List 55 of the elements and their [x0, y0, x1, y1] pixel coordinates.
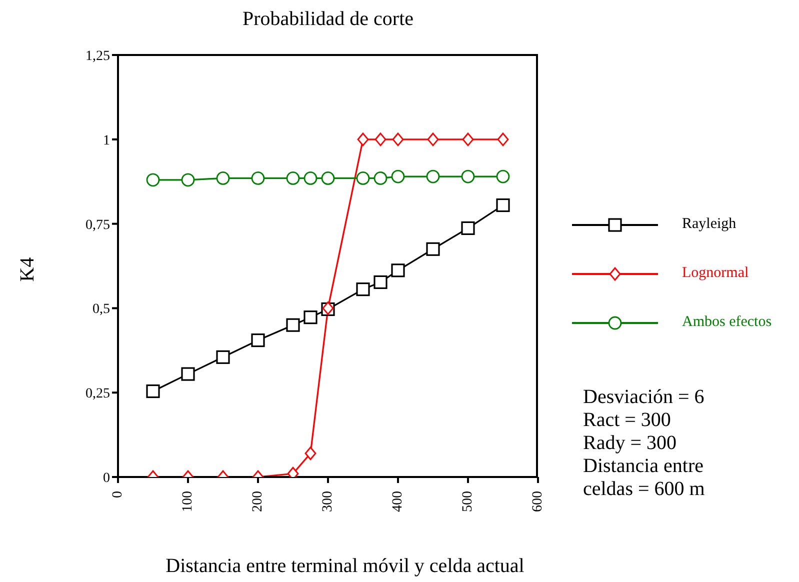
chart-title: Probabilidad de corte — [241, 8, 415, 31]
y-tick-label: 0,25 — [86, 386, 110, 402]
text: Rayleigh — [682, 216, 736, 233]
text: Ract = 300 — [583, 409, 672, 432]
point — [356, 282, 370, 296]
point — [461, 221, 475, 235]
point — [461, 170, 475, 184]
point — [216, 172, 230, 185]
x-tick-label: 200 — [250, 491, 266, 512]
point — [286, 318, 300, 332]
point — [216, 350, 230, 364]
point — [462, 132, 474, 146]
x-tick-label: 400 — [390, 491, 406, 512]
point — [251, 333, 265, 348]
x-tick-label: 100 — [180, 491, 196, 512]
x-tick-label: 600 — [530, 491, 546, 512]
point — [497, 132, 509, 146]
x-tick-label: 0 — [110, 491, 126, 498]
point — [304, 310, 318, 324]
point — [146, 173, 160, 187]
point — [426, 242, 440, 256]
text: Desviación = 6 — [583, 386, 706, 409]
point — [181, 367, 195, 381]
point — [286, 172, 300, 185]
point — [391, 264, 405, 278]
text: Distancia entre celdas = 600 m — [583, 455, 706, 501]
point — [181, 173, 195, 187]
point — [392, 132, 404, 146]
y-tick-label: 1,25 — [86, 48, 110, 64]
point — [321, 172, 335, 185]
text: Rady = 300 — [583, 432, 678, 455]
point — [427, 132, 439, 146]
point — [357, 132, 369, 146]
x-tick-label: 300 — [320, 491, 336, 512]
y-tick-label: 0 — [103, 470, 110, 486]
point — [496, 170, 510, 184]
y-axis-title: K4 — [16, 256, 40, 284]
y-tick-label: 0,75 — [86, 218, 110, 233]
point — [426, 170, 440, 184]
y-tick-label: 0,5 — [92, 302, 110, 318]
point — [251, 172, 265, 185]
y-tick-label: 1 — [103, 133, 110, 148]
point — [356, 172, 370, 185]
point — [304, 446, 316, 460]
point — [391, 170, 405, 184]
text: Lognormal — [682, 265, 749, 282]
x-axis-title: Distancia entre terminal móvil y celda actual — [164, 555, 526, 578]
point — [146, 384, 160, 398]
point — [304, 172, 318, 185]
point — [374, 275, 388, 290]
point — [374, 172, 388, 185]
point — [496, 198, 510, 212]
x-tick-label: 500 — [460, 491, 476, 512]
point — [374, 132, 386, 146]
text: Ambos efectos — [682, 314, 772, 331]
